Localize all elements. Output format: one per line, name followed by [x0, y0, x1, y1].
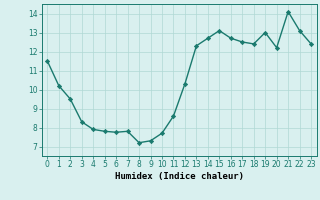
X-axis label: Humidex (Indice chaleur): Humidex (Indice chaleur)	[115, 172, 244, 181]
